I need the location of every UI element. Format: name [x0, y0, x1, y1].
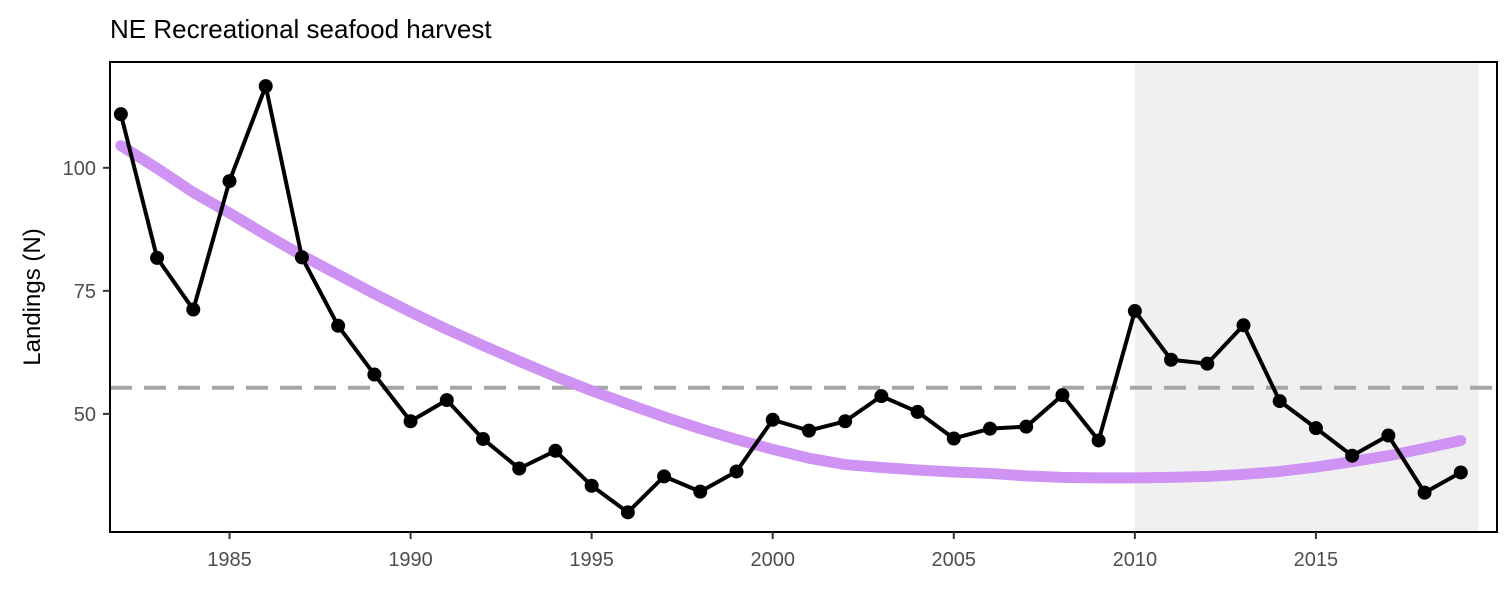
data-point: [1272, 394, 1287, 409]
data-point: [765, 412, 780, 427]
data-point: [439, 393, 454, 408]
data-point: [294, 250, 309, 265]
data-point: [1345, 448, 1360, 463]
data-point: [729, 464, 744, 479]
x-tick-label: 2015: [1294, 549, 1339, 571]
data-point: [1091, 433, 1106, 448]
data-point: [693, 484, 708, 499]
data-point: [403, 414, 418, 429]
data-point: [1308, 421, 1323, 436]
data-point: [150, 250, 165, 265]
data-point: [657, 469, 672, 484]
data-point: [367, 367, 382, 382]
data-point: [1236, 318, 1251, 333]
y-axis: 50 75 100: [63, 158, 110, 426]
data-point: [910, 404, 925, 419]
highlight-region: [1134, 62, 1479, 532]
data-point: [620, 505, 635, 520]
data-point: [222, 174, 237, 189]
data-point: [1417, 485, 1432, 500]
x-tick-label: 2010: [1113, 549, 1158, 571]
data-point: [983, 421, 998, 436]
chart-title: NE Recreational seafood harvest: [110, 14, 492, 44]
data-point: [1127, 304, 1142, 319]
x-tick-label: 1995: [569, 549, 614, 571]
data-point: [1055, 388, 1070, 403]
data-point: [476, 431, 491, 446]
data-point: [113, 107, 128, 122]
x-tick-label: 1990: [388, 549, 433, 571]
data-point: [548, 443, 563, 458]
data-point: [584, 478, 599, 493]
y-tick-label: 50: [74, 404, 96, 426]
data-point: [801, 423, 816, 438]
y-axis-title: Landings (N): [19, 228, 46, 365]
data-points: [113, 79, 1468, 520]
data-point: [258, 79, 273, 94]
data-point: [1164, 352, 1179, 367]
y-tick-label: 75: [74, 281, 96, 303]
y-tick-label: 100: [63, 158, 96, 180]
x-tick-label: 2000: [750, 549, 795, 571]
data-point: [512, 461, 527, 476]
plot-panel: [109, 61, 1498, 533]
x-tick-label: 1985: [207, 549, 252, 571]
x-tick-label: 2005: [932, 549, 977, 571]
data-point: [331, 318, 346, 333]
data-point: [874, 389, 889, 404]
data-point: [946, 431, 961, 446]
trend-line: [115, 140, 1467, 484]
data-point: [1200, 356, 1215, 371]
x-axis: 1985 1990 1995 2000 2005 2010 2015: [207, 532, 1338, 571]
observed-line: [118, 84, 1462, 515]
data-point: [1381, 428, 1396, 443]
data-point: [186, 302, 201, 317]
data-point: [1019, 419, 1034, 434]
data-point: [838, 414, 853, 429]
data-point: [1453, 465, 1468, 480]
